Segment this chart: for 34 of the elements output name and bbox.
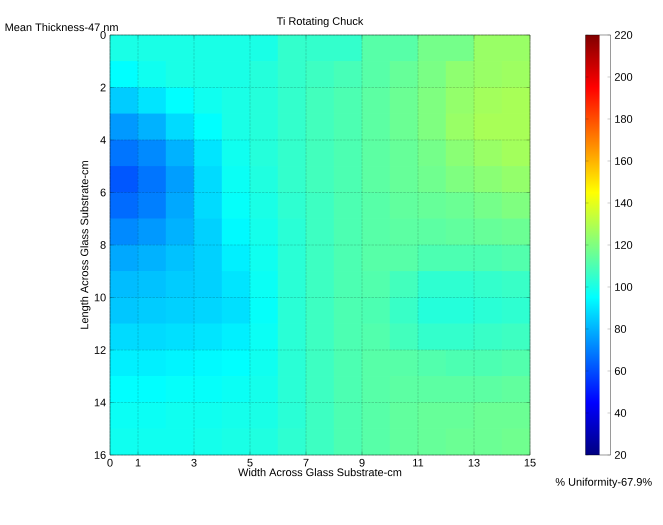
- color-bar-label: 200: [614, 73, 632, 81]
- color-bar-label: 100: [615, 283, 632, 291]
- y-tick-label: 10: [94, 294, 106, 302]
- y-tick-label: 12: [94, 346, 106, 354]
- color-bar-label: 40: [614, 409, 626, 417]
- x-tick-label: 13: [468, 458, 480, 467]
- x-tick-label: 15: [524, 458, 536, 467]
- color-bar-label: 140: [615, 199, 632, 207]
- color-bar-label: 80: [614, 325, 626, 333]
- y-tick-label: 16: [94, 451, 106, 459]
- x-tick-label: 3: [191, 458, 197, 467]
- y-tick-label: 14: [94, 398, 106, 406]
- color-bar-label: 20: [614, 451, 626, 459]
- y-tick-label: 6: [100, 188, 106, 196]
- color-bar-label: 160: [615, 157, 632, 165]
- y-tick-label: 2: [100, 84, 106, 92]
- x-tick-label: 9: [359, 458, 365, 467]
- text: % Uniformity-67.9%: [556, 478, 652, 488]
- text: Mean Thickness-47 nm: [6, 23, 118, 32]
- y-tick-label: 8: [100, 241, 106, 249]
- x-tick-label: 1: [136, 458, 141, 466]
- chart-title: Ti Rotating Chuck: [276, 16, 364, 28]
- color-bar-label: 120: [615, 241, 632, 249]
- x-tick-label: 7: [304, 458, 308, 466]
- color-bar-label: 60: [614, 367, 626, 375]
- x-tick-label: 0: [107, 458, 113, 467]
- x-tick-label: 5: [247, 458, 253, 467]
- x-axis-title: Width Across Glass Substrate-cm: [238, 468, 402, 476]
- y-axis-title: Length Across Glass Substrate-cm: [80, 161, 90, 329]
- y-tick-label: 4: [100, 136, 106, 144]
- x-tick-label: 11: [413, 458, 424, 466]
- color-bar-label: 220: [614, 31, 632, 39]
- color-bar-label: 180: [615, 115, 632, 123]
- y-tick-label: 0: [100, 31, 106, 39]
